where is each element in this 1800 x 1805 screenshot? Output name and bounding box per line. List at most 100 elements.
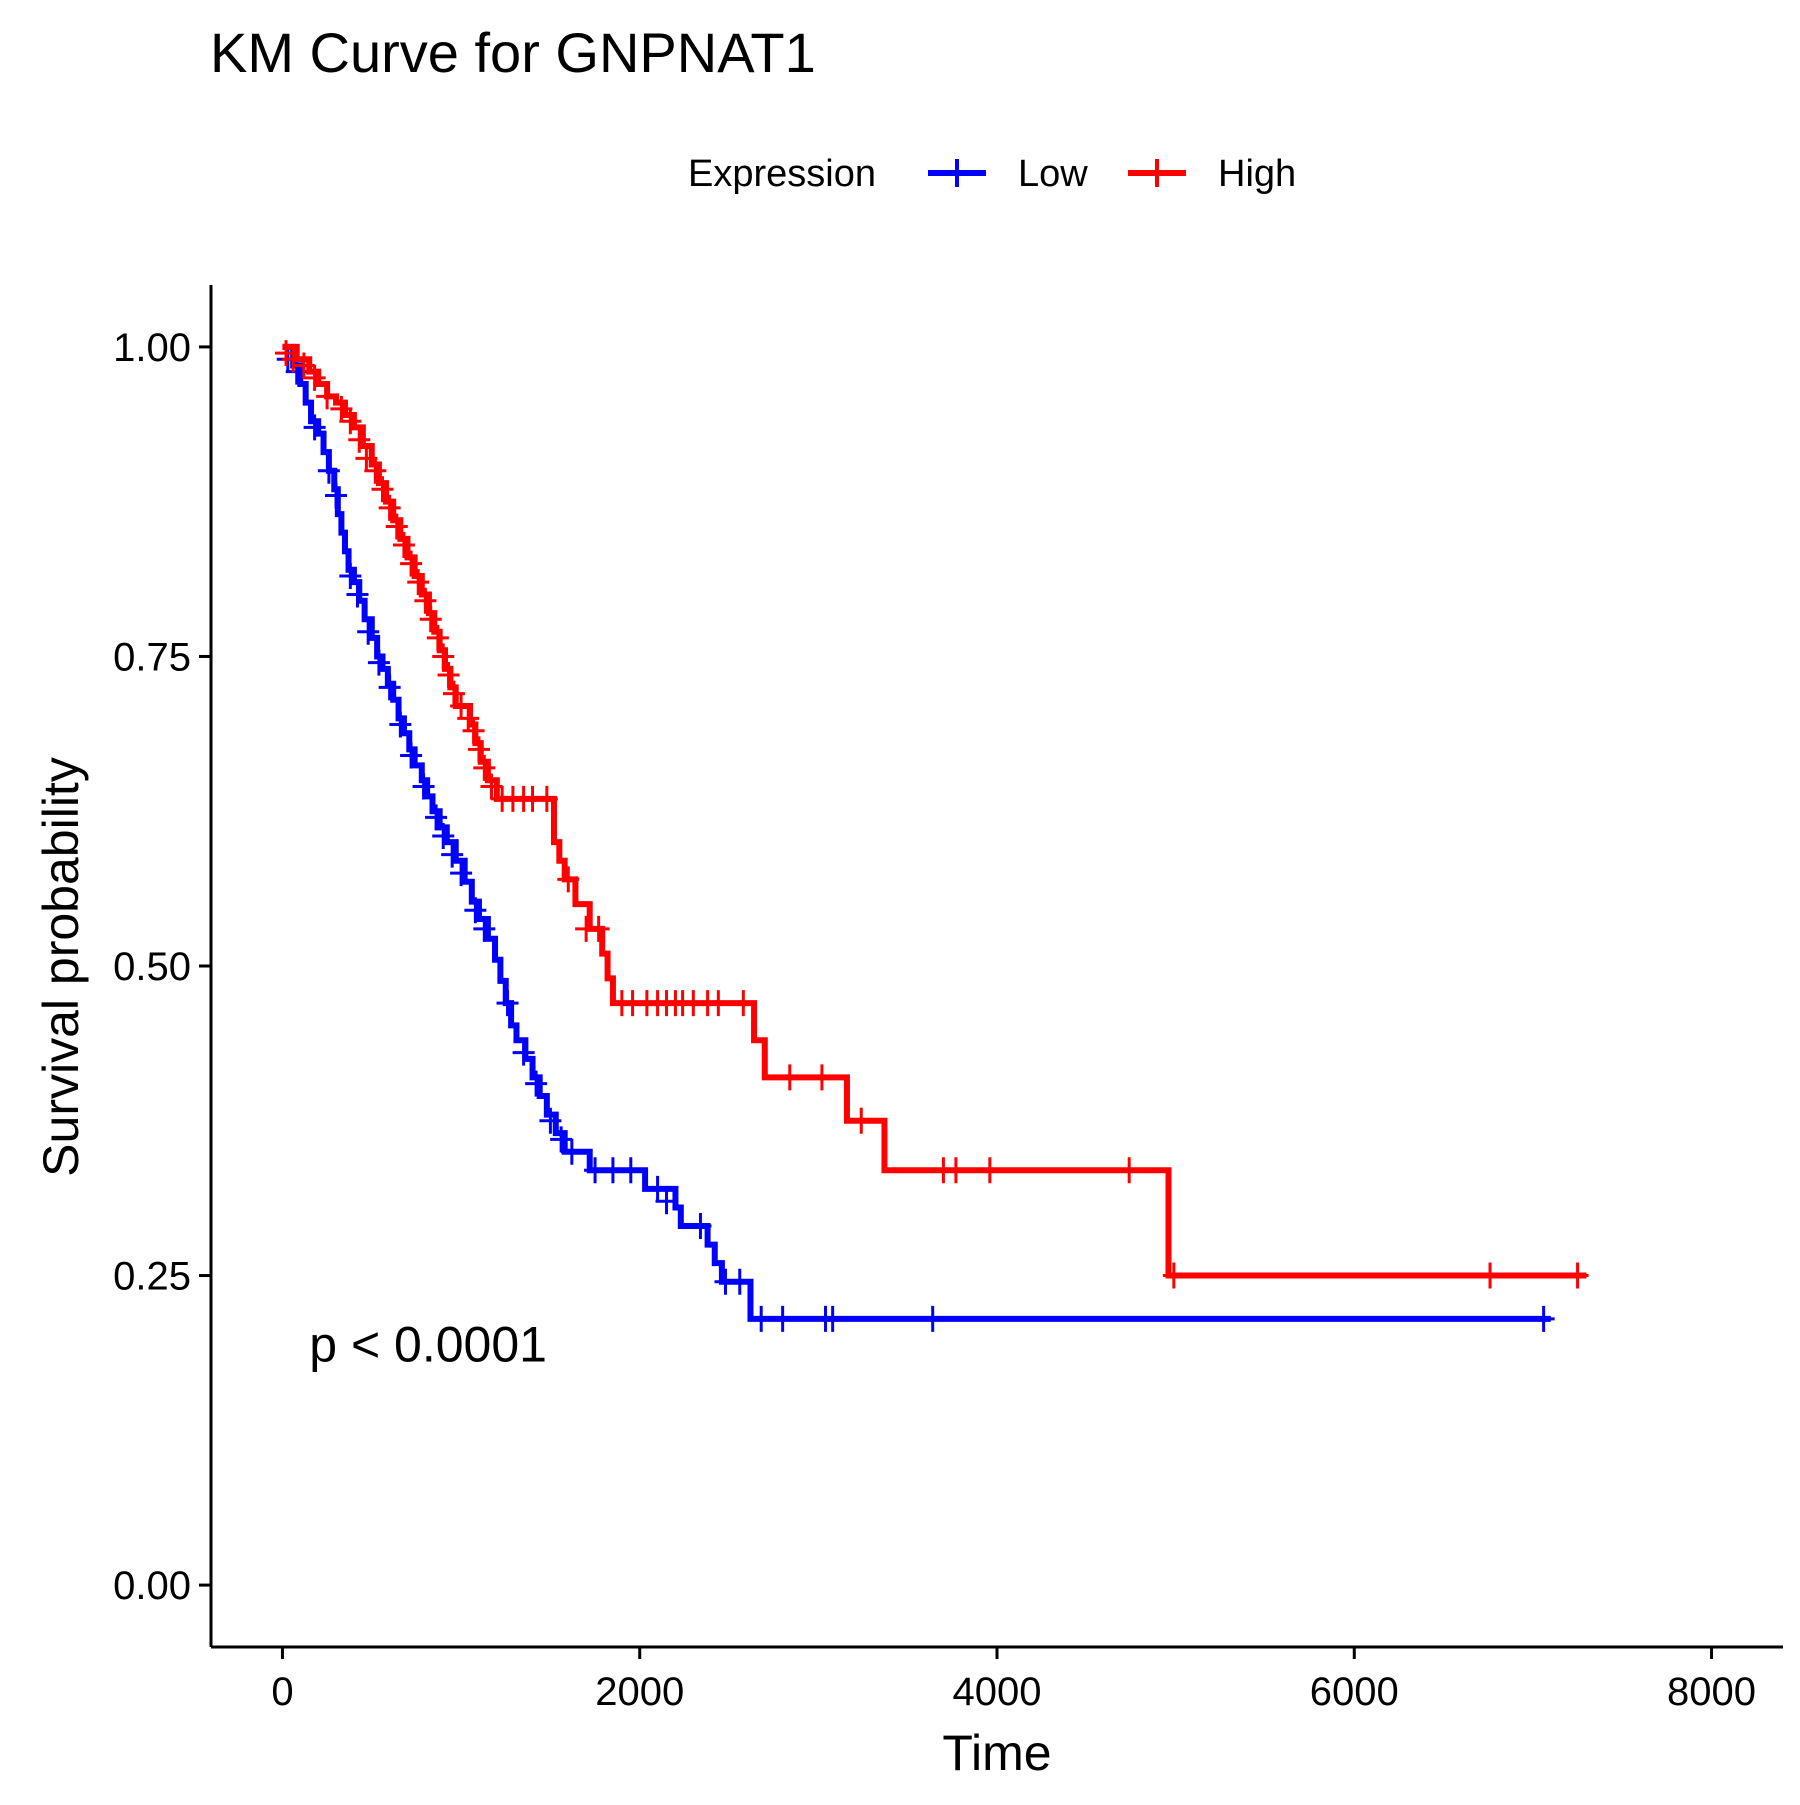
censor-mark-high (292, 352, 315, 379)
censor-mark-low (346, 581, 369, 608)
censor-mark-low (646, 1175, 669, 1202)
censor-mark-high (473, 754, 496, 781)
censor-mark-high (1118, 1157, 1141, 1184)
censor-mark-low (771, 1305, 794, 1332)
series-low (276, 343, 1555, 1332)
censor-mark-high (432, 643, 455, 670)
censor-mark-high (414, 587, 437, 614)
p-value-annotation: p < 0.0001 (309, 1317, 547, 1373)
censor-mark-high (467, 736, 490, 763)
censor-mark-low (450, 860, 473, 887)
censor-mark-high (1162, 1262, 1185, 1289)
censor-mark-low (389, 711, 412, 738)
censor-mark-low (412, 773, 435, 800)
legend-item-low: Low (928, 153, 1088, 195)
censor-mark-high (364, 457, 387, 484)
x-tick-label: 2000 (595, 1670, 684, 1714)
censor-mark-low (539, 1107, 562, 1134)
x-tick-label: 6000 (1310, 1670, 1399, 1714)
censor-mark-high (378, 494, 401, 521)
censor-mark-low (303, 414, 326, 441)
censor-mark-high (850, 1107, 873, 1134)
censor-mark-high (480, 773, 503, 800)
censor-mark-high (330, 395, 353, 422)
legend-high-label: High (1218, 153, 1296, 195)
censor-mark-low (512, 1039, 535, 1066)
censor-mark-high (587, 915, 610, 942)
censor-mark-low (750, 1305, 773, 1332)
censor-mark-low (339, 562, 362, 589)
censor-mark-high (426, 624, 449, 651)
y-tick-label: 0.75 (113, 635, 191, 679)
censor-mark-high (339, 408, 362, 435)
censor-mark-high (303, 364, 326, 391)
censor-mark-low (728, 1268, 751, 1295)
series-high (275, 340, 1589, 1289)
censor-mark-high (707, 990, 730, 1017)
censor-mark-low (550, 1126, 573, 1153)
censor-mark-high (316, 383, 339, 410)
axes: 0.00 0.25 0.50 0.75 1.00 0 2000 4000 6000 8000 (113, 285, 1783, 1714)
censor-mark-high (462, 717, 485, 744)
chart-title: KM Curve for GNPNAT1 (210, 21, 816, 84)
censor-mark-low (357, 618, 380, 645)
legend: Expression Low High (688, 153, 1296, 195)
x-tick-label: 0 (271, 1670, 293, 1714)
y-tick-label: 0.50 (113, 945, 191, 989)
legend-low-label: Low (1018, 153, 1088, 195)
censor-mark-low (619, 1157, 642, 1184)
censor-mark-high (400, 550, 423, 577)
x-ticks: 0 2000 4000 6000 8000 (271, 1647, 1756, 1714)
survival-curve-low (282, 343, 1551, 1322)
censor-mark-high (1566, 1262, 1589, 1289)
x-tick-label: 8000 (1667, 1670, 1756, 1714)
censor-mark-high (282, 346, 305, 373)
censor-mark-low (441, 841, 464, 868)
censor-mark-low (1532, 1305, 1555, 1332)
censor-mark-high (944, 1157, 967, 1184)
censor-mark-high (348, 426, 371, 453)
censor-mark-high (535, 785, 558, 812)
censor-mark-high (371, 476, 394, 503)
censor-mark-low (325, 482, 348, 509)
censor-mark-low (400, 742, 423, 769)
censor-mark-high (392, 532, 415, 559)
censor-mark-low (432, 822, 455, 849)
censor-mark-high (557, 866, 580, 893)
censor-mark-low (317, 457, 340, 484)
censor-mark-high (1479, 1262, 1502, 1289)
censor-mark-high (978, 1157, 1001, 1184)
censor-mark-high (732, 990, 755, 1017)
censor-mark-high (810, 1064, 833, 1091)
legend-title: Expression (688, 153, 876, 195)
censor-mark-low (689, 1213, 712, 1240)
censor-mark-low (921, 1305, 944, 1332)
censor-mark-low (560, 1138, 583, 1165)
censor-mark-low (425, 804, 448, 831)
y-tick-label: 0.25 (113, 1255, 191, 1299)
censor-mark-low (378, 674, 401, 701)
x-tick-label: 4000 (953, 1670, 1042, 1714)
series-layer (275, 340, 1589, 1332)
y-axis-title: Survival probability (33, 757, 89, 1177)
censor-mark-low (496, 990, 519, 1017)
x-axis-title: Time (942, 1725, 1051, 1781)
censor-mark-high (355, 445, 378, 472)
y-tick-label: 1.00 (113, 326, 191, 370)
censor-mark-high (437, 662, 460, 689)
censor-mark-low (367, 649, 390, 676)
censor-mark-high (407, 569, 430, 596)
censor-mark-low (464, 897, 487, 924)
y-ticks: 0.00 0.25 0.50 0.75 1.00 (113, 326, 211, 1608)
censor-mark-low (655, 1188, 678, 1215)
survival-curve-high (282, 343, 1587, 1279)
censor-mark-high (419, 606, 442, 633)
censor-mark-low (821, 1305, 844, 1332)
censor-mark-low (525, 1070, 548, 1097)
legend-item-high: High (1128, 153, 1296, 195)
censor-mark-high (385, 513, 408, 540)
censor-mark-high (457, 705, 480, 732)
y-tick-label: 0.00 (113, 1564, 191, 1608)
